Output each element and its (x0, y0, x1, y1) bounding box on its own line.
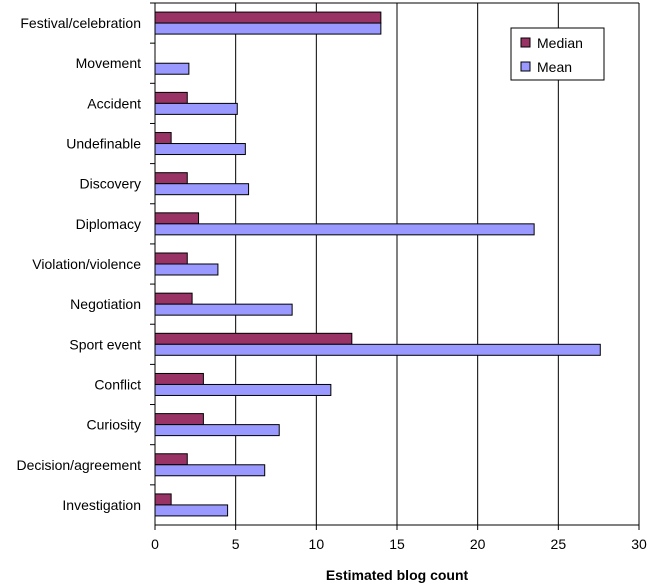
bar-median (154, 292, 193, 305)
x-tick-label: 25 (551, 536, 567, 552)
gridlines (235, 3, 640, 525)
bar-median (154, 172, 188, 185)
category-label: Diplomacy (76, 216, 141, 232)
bar-mean (154, 143, 246, 156)
x-tick-label: 30 (631, 536, 647, 552)
category-label: Movement (76, 55, 141, 71)
bar-mean (154, 464, 266, 477)
bar-mean (154, 223, 535, 236)
x-tick-label: 0 (151, 536, 159, 552)
bar-mean (154, 303, 293, 316)
category-label: Investigation (62, 497, 141, 513)
bar-mean (154, 22, 382, 35)
x-axis-label: Estimated blog count (326, 567, 469, 583)
bar-median (154, 453, 188, 466)
category-label: Discovery (80, 176, 141, 192)
bar-median (154, 132, 172, 145)
bar-median (154, 413, 204, 426)
bar-median (154, 493, 172, 506)
legend-swatch-median (520, 37, 531, 48)
legend: Median Mean (510, 27, 605, 81)
bar-mean (154, 263, 219, 276)
x-tick-label: 20 (470, 536, 486, 552)
bar-mean (154, 183, 250, 196)
bar-median (154, 332, 353, 345)
bar-mean (154, 424, 280, 437)
category-label: Sport event (69, 336, 141, 352)
legend-label-median: Median (537, 35, 583, 51)
bar-median (154, 91, 188, 104)
bar-mean (154, 343, 601, 356)
bar-mean (154, 62, 190, 75)
x-tick-label: 5 (232, 536, 240, 552)
category-label: Violation/violence (32, 256, 141, 272)
bar-median (154, 252, 188, 265)
bar-mean (154, 383, 332, 396)
bar-mean (154, 504, 229, 517)
category-label: Accident (87, 95, 141, 111)
x-tick-label: 10 (309, 536, 325, 552)
category-label: Festival/celebration (20, 15, 141, 31)
x-tick-label: 15 (389, 536, 405, 552)
tick-labels: 0 5 10 15 20 25 30 (151, 536, 647, 552)
legend-label-mean: Mean (537, 59, 572, 75)
legend-swatch-mean (520, 61, 531, 72)
category-label: Negotiation (70, 296, 141, 312)
bars (154, 11, 601, 517)
category-label: Conflict (94, 376, 141, 392)
category-label: Decision/agreement (16, 457, 141, 473)
bar-mean (154, 102, 238, 115)
bar-median (154, 11, 382, 24)
category-labels: Festival/celebration Movement Accident Unde… (16, 15, 141, 513)
bar-median (154, 212, 200, 225)
axes (150, 2, 640, 530)
bar-median (154, 372, 204, 385)
category-label: Undefinable (66, 136, 141, 152)
category-label: Curiosity (87, 417, 141, 433)
